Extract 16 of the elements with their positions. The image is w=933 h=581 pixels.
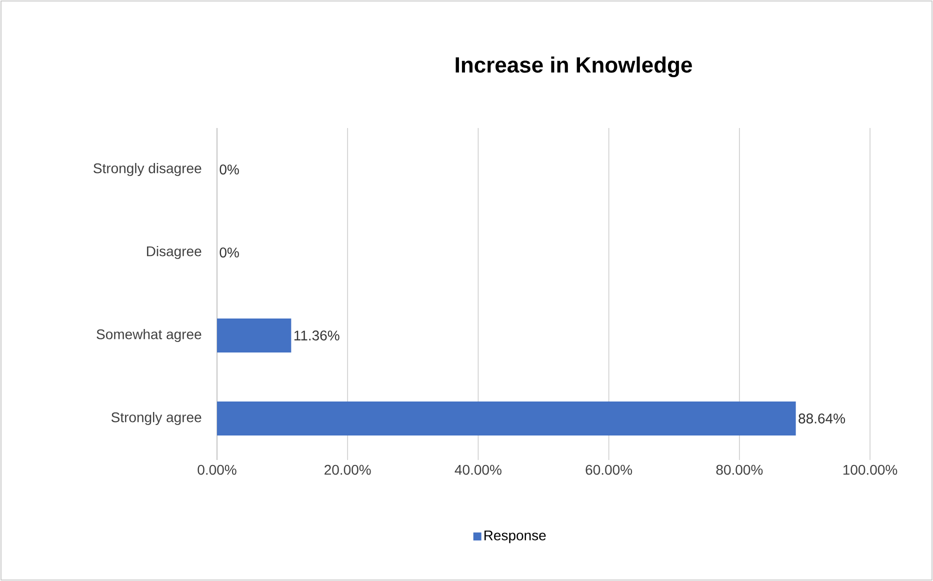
y-tick-label: Strongly agree	[111, 412, 202, 426]
data-label: 88.64%	[798, 414, 846, 424]
y-tick-label: Disagree	[146, 246, 202, 260]
data-label: 11.36%	[294, 330, 340, 340]
legend-label: Response	[484, 530, 546, 544]
y-tick-label: Somewhat agree	[96, 328, 202, 342]
x-tick-label: 0.00%	[198, 464, 236, 475]
x-tick-label: 40.00%	[454, 464, 502, 475]
x-tick-label: 100.00%	[843, 464, 898, 475]
y-tick-label: Strongly disagree	[94, 162, 202, 176]
data-label: 0%	[220, 164, 239, 174]
chart-title: Increase in Knowledge	[456, 56, 692, 78]
data-label: 0%	[220, 248, 239, 258]
x-tick-label: 80.00%	[716, 464, 763, 475]
x-tick-label: 60.00%	[586, 464, 632, 475]
x-tick-label: 20.00%	[324, 464, 371, 475]
